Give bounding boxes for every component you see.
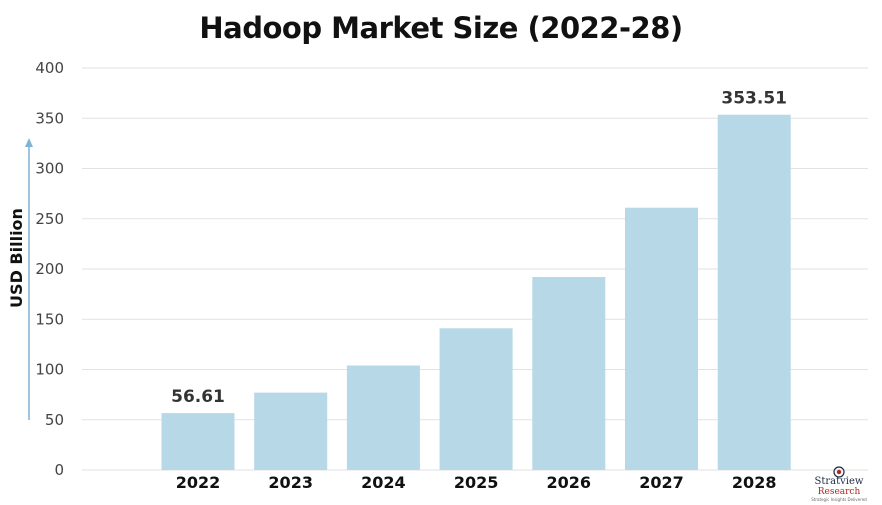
y-tick-label: 150 [35,310,64,328]
data-labels: 56.61 353.51 [171,89,787,407]
x-tick-label: 2026 [547,473,592,492]
x-tick-label: 2027 [639,473,684,492]
y-axis-ticks: 0 50 100 150 200 250 300 350 400 [35,59,64,479]
x-tick-label: 2024 [361,473,406,492]
x-axis-categories: 2022 2023 2024 2025 2026 2027 2028 [176,473,777,492]
x-tick-label: 2023 [268,473,313,492]
y-tick-label: 100 [35,361,64,379]
stratview-logo: Stratview Research Strategic Insights De… [800,466,878,502]
data-label-2028: 353.51 [721,89,787,109]
target-icon [833,466,845,478]
y-tick-label: 0 [54,461,64,479]
y-axis-arrow [25,138,33,420]
logo-brand-line1: Stratview [814,476,864,487]
y-tick-label: 200 [35,260,64,278]
bar-2022 [161,413,235,470]
logo-brand-line2: Research [817,487,861,497]
y-tick-label: 300 [35,160,64,178]
y-tick-label: 350 [35,109,64,127]
y-tick-label: 250 [35,210,64,228]
x-tick-label: 2022 [176,473,221,492]
y-axis-label: USD Billion [7,208,26,308]
bar-2025 [439,328,513,470]
bars [161,114,791,471]
x-tick-label: 2025 [454,473,499,492]
bar-2024 [346,365,420,470]
chart-title: Hadoop Market Size (2022-28) [199,11,682,45]
bar-2026 [532,277,606,470]
x-tick-label: 2028 [732,473,777,492]
y-axis-arrow-head [25,138,33,147]
y-tick-label: 400 [35,59,64,77]
bar-2027 [625,207,698,470]
bar-2028 [717,114,791,471]
bar-2023 [254,392,328,470]
data-label-2022: 56.61 [171,387,225,407]
y-tick-label: 50 [45,411,64,429]
logo-tagline: Strategic Insights Delivered [811,497,867,502]
